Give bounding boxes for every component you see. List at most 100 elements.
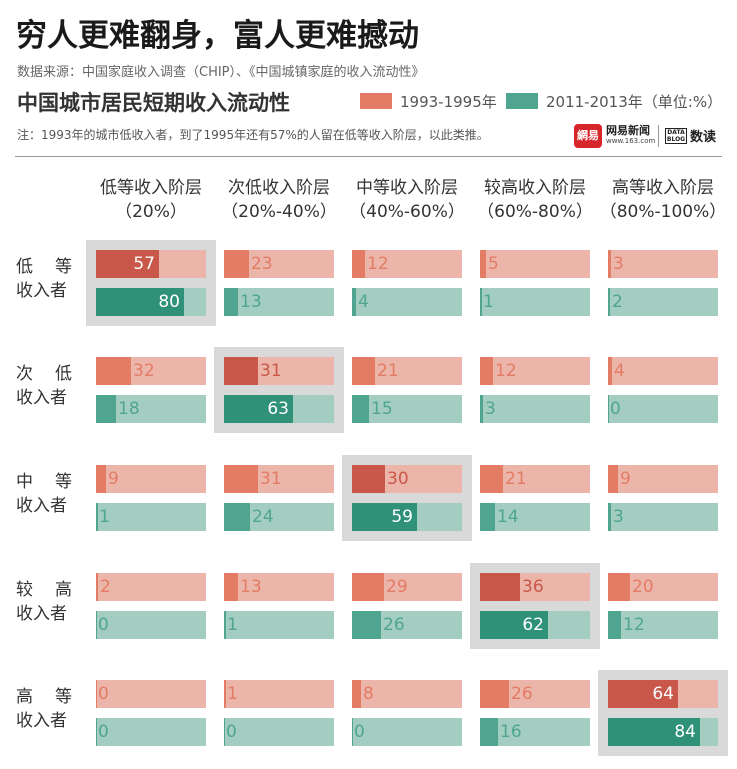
bar-track-1993-1995: 36 bbox=[480, 573, 590, 601]
bar-value-label: 32 bbox=[133, 361, 155, 381]
row-label-1: 次低 收入者 bbox=[16, 362, 76, 410]
bar-track-1993-1995: 0 bbox=[96, 680, 206, 708]
bar-track-2011-2013: 3 bbox=[608, 503, 718, 531]
shudu-logo: 数读 bbox=[690, 130, 717, 145]
row-label-line1: 次低 bbox=[16, 364, 94, 384]
bar-2011-2013 bbox=[480, 288, 482, 316]
row-label-line1: 高等 bbox=[16, 687, 94, 707]
bar-track-2011-2013: 1 bbox=[96, 503, 206, 531]
bar-value-label: 0 bbox=[226, 722, 237, 742]
bar-track-1993-1995: 13 bbox=[224, 573, 334, 601]
bar-track-1993-1995: 2 bbox=[96, 573, 206, 601]
bar-track-1993-1995: 26 bbox=[480, 680, 590, 708]
column-header-range: （40%-60%） bbox=[349, 202, 465, 222]
bar-value-label: 3 bbox=[485, 399, 496, 419]
bar-value-label: 24 bbox=[252, 507, 274, 527]
bar-2011-2013 bbox=[608, 718, 700, 746]
bar-1993-1995 bbox=[480, 357, 493, 385]
bar-track-1993-1995: 57 bbox=[96, 250, 206, 278]
bar-track-1993-1995: 20 bbox=[608, 573, 718, 601]
bar-value-label: 59 bbox=[391, 507, 413, 527]
bar-value-label: 0 bbox=[610, 399, 621, 419]
bar-value-label: 13 bbox=[240, 292, 262, 312]
bar-2011-2013 bbox=[352, 288, 356, 316]
bar-value-label: 31 bbox=[260, 469, 282, 489]
bar-value-label: 15 bbox=[371, 399, 393, 419]
column-header-range: （20%-40%） bbox=[221, 202, 337, 222]
bar-1993-1995 bbox=[224, 357, 258, 385]
bar-value-label: 26 bbox=[511, 684, 533, 704]
logo-divider bbox=[658, 125, 659, 147]
bar-value-label: 2 bbox=[612, 292, 623, 312]
bar-2011-2013 bbox=[96, 503, 98, 531]
bar-track-1993-1995: 64 bbox=[608, 680, 718, 708]
bar-value-label: 63 bbox=[267, 399, 289, 419]
bar-value-label: 9 bbox=[620, 469, 631, 489]
bar-2011-2013 bbox=[608, 503, 611, 531]
bar-value-label: 12 bbox=[623, 615, 645, 635]
bar-1993-1995 bbox=[224, 465, 258, 493]
bar-track-2011-2013: 0 bbox=[352, 718, 462, 746]
bar-track-1993-1995: 23 bbox=[224, 250, 334, 278]
bar-2011-2013 bbox=[608, 611, 621, 639]
main-title: 穷人更难翻身，富人更难撼动 bbox=[16, 18, 419, 54]
bar-track-2011-2013: 15 bbox=[352, 395, 462, 423]
row-label-line2: 收入者 bbox=[16, 711, 67, 731]
bar-2011-2013 bbox=[608, 288, 610, 316]
row-label-line2: 收入者 bbox=[16, 281, 67, 301]
bar-1993-1995 bbox=[352, 573, 384, 601]
bar-value-label: 3 bbox=[613, 254, 624, 274]
bar-value-label: 20 bbox=[632, 577, 654, 597]
bar-value-label: 0 bbox=[98, 615, 109, 635]
netease-url: www.163.com bbox=[606, 137, 656, 145]
bar-track-1993-1995: 12 bbox=[480, 357, 590, 385]
bar-track-2011-2013: 0 bbox=[608, 395, 718, 423]
bar-2011-2013 bbox=[224, 503, 250, 531]
row-label-line1: 中等 bbox=[16, 472, 94, 492]
bar-1993-1995 bbox=[352, 250, 365, 278]
column-header-name: 低等收入阶层 bbox=[100, 178, 202, 198]
bar-value-label: 14 bbox=[497, 507, 519, 527]
bar-track-2011-2013: 80 bbox=[96, 288, 206, 316]
bar-value-label: 26 bbox=[383, 615, 405, 635]
bar-value-label: 13 bbox=[240, 577, 262, 597]
bar-value-label: 23 bbox=[251, 254, 273, 274]
bar-track-1993-1995: 9 bbox=[608, 465, 718, 493]
column-header-4: 高等收入阶层 （80%-100%） bbox=[598, 176, 728, 224]
bar-1993-1995 bbox=[352, 465, 385, 493]
bar-1993-1995 bbox=[608, 573, 630, 601]
data-source: 数据来源：中国家庭收入调查（CHIP）、《中国城镇家庭的收入流动性》 bbox=[17, 65, 425, 80]
bar-track-1993-1995: 30 bbox=[352, 465, 462, 493]
bar-track-1993-1995: 21 bbox=[352, 357, 462, 385]
bar-1993-1995 bbox=[224, 573, 238, 601]
bar-value-label: 3 bbox=[613, 507, 624, 527]
bar-value-label: 36 bbox=[522, 577, 544, 597]
column-header-name: 较高收入阶层 bbox=[484, 178, 586, 198]
row-label-line2: 收入者 bbox=[16, 604, 67, 624]
bar-track-1993-1995: 31 bbox=[224, 465, 334, 493]
bar-2011-2013 bbox=[480, 718, 498, 746]
column-header-name: 次低收入阶层 bbox=[228, 178, 330, 198]
bar-1993-1995 bbox=[224, 680, 226, 708]
bar-2011-2013 bbox=[480, 503, 495, 531]
bar-track-1993-1995: 29 bbox=[352, 573, 462, 601]
bar-value-label: 9 bbox=[108, 469, 119, 489]
legend-label-2011-2013: 2011-2013年（单位:%） bbox=[546, 92, 723, 111]
bar-value-label: 30 bbox=[387, 469, 409, 489]
bar-track-2011-2013: 0 bbox=[224, 718, 334, 746]
row-label-line2: 收入者 bbox=[16, 388, 67, 408]
row-label-4: 高等 收入者 bbox=[16, 685, 76, 733]
bar-track-2011-2013: 1 bbox=[480, 288, 590, 316]
bar-2011-2013 bbox=[224, 395, 293, 423]
bar-track-2011-2013: 1 bbox=[224, 611, 334, 639]
bar-value-label: 0 bbox=[354, 722, 365, 742]
bar-1993-1995 bbox=[224, 250, 249, 278]
bar-1993-1995 bbox=[96, 573, 98, 601]
bar-track-2011-2013: 0 bbox=[96, 718, 206, 746]
bar-track-2011-2013: 18 bbox=[96, 395, 206, 423]
bar-track-1993-1995: 12 bbox=[352, 250, 462, 278]
bar-1993-1995 bbox=[352, 680, 361, 708]
bar-track-2011-2013: 16 bbox=[480, 718, 590, 746]
bar-value-label: 29 bbox=[386, 577, 408, 597]
bar-value-label: 18 bbox=[118, 399, 140, 419]
